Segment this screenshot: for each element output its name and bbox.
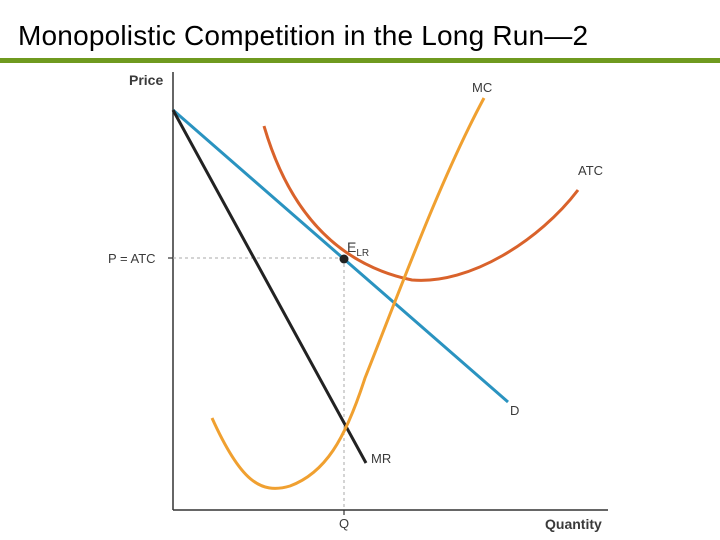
- mr-label: MR: [371, 451, 391, 466]
- demand-label: D: [510, 403, 519, 418]
- mc-label: MC: [472, 80, 492, 95]
- equilibrium-label-main: E: [347, 239, 356, 255]
- equilibrium-point: [339, 254, 349, 264]
- mr-curve: [171, 109, 368, 464]
- y-tick-label: P = ATC: [108, 251, 156, 266]
- atc-label: ATC: [578, 163, 603, 178]
- demand-curve: [172, 108, 509, 404]
- slide-title: Monopolistic Competition in the Long Run…: [18, 20, 589, 51]
- y-axis-label: Price: [129, 72, 163, 88]
- title-rule: [0, 58, 720, 63]
- x-axis-label: Quantity: [545, 516, 602, 532]
- mc-curve: [210, 97, 486, 490]
- equilibrium-label-sub: LR: [356, 248, 369, 259]
- atc-curve: [262, 125, 580, 282]
- equilibrium-label: ELR: [347, 239, 369, 259]
- x-tick-label: Q: [339, 516, 349, 531]
